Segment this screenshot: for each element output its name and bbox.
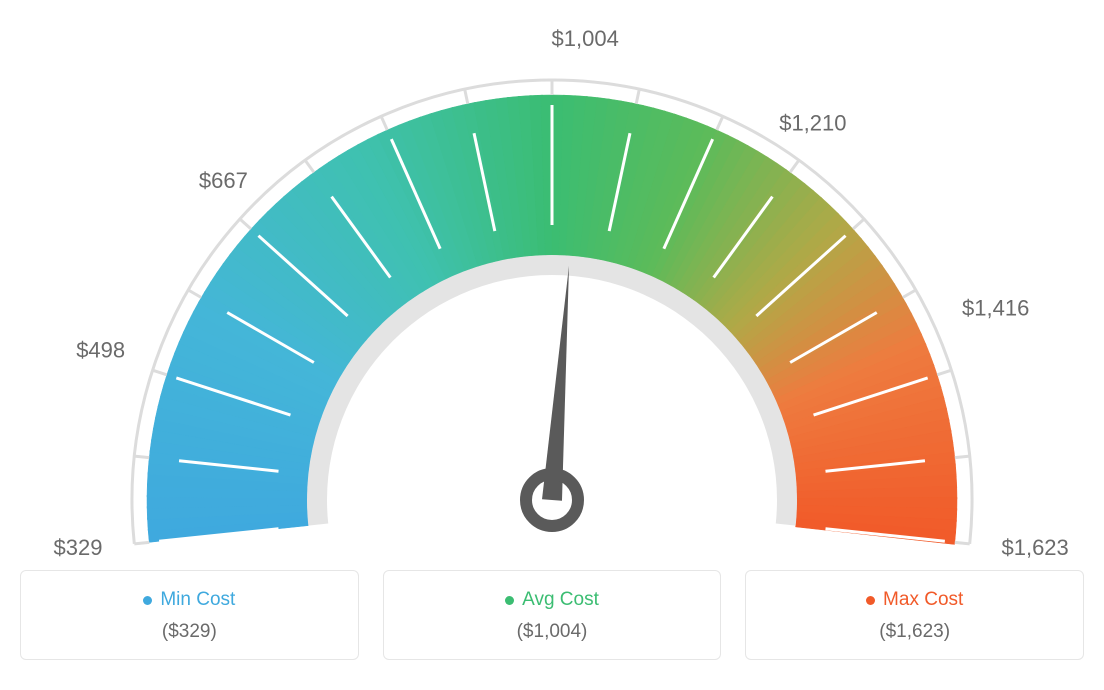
gauge-tick-label: $1,416	[962, 296, 1029, 321]
gauge-needle	[542, 266, 569, 501]
legend-title-max: Max Cost	[866, 589, 963, 611]
legend-label: Max Cost	[883, 589, 963, 611]
legend-row: Min Cost ($329) Avg Cost ($1,004) Max Cost ($…	[20, 570, 1084, 660]
legend-value: ($1,623)	[756, 621, 1073, 643]
legend-card-max: Max Cost ($1,623)	[745, 570, 1084, 660]
legend-dot-icon	[143, 596, 152, 605]
legend-title-avg: Avg Cost	[505, 589, 599, 611]
legend-dot-icon	[866, 596, 875, 605]
gauge-tick-label: $1,210	[779, 111, 846, 136]
legend-card-avg: Avg Cost ($1,004)	[383, 570, 722, 660]
gauge-tick-label: $1,623	[1001, 535, 1068, 560]
legend-card-min: Min Cost ($329)	[20, 570, 359, 660]
gauge-svg: $329 $498 $667 $1,004 $1,210 $1,416 $1,623	[20, 20, 1084, 560]
legend-title-min: Min Cost	[143, 589, 235, 611]
gauge-chart: $329 $498 $667 $1,004 $1,210 $1,416 $1,623	[20, 20, 1084, 560]
gauge-tick-label: $498	[76, 337, 125, 362]
legend-dot-icon	[505, 596, 514, 605]
legend-value: ($1,004)	[394, 621, 711, 643]
legend-label: Avg Cost	[522, 589, 599, 611]
legend-value: ($329)	[31, 621, 348, 643]
cost-gauge-widget: $329 $498 $667 $1,004 $1,210 $1,416 $1,623 Min…	[20, 20, 1084, 660]
legend-label: Min Cost	[160, 589, 235, 611]
gauge-tick-label: $667	[199, 168, 248, 193]
gauge-tick-label: $1,004	[552, 26, 619, 51]
gauge-tick-label: $329	[54, 535, 103, 560]
